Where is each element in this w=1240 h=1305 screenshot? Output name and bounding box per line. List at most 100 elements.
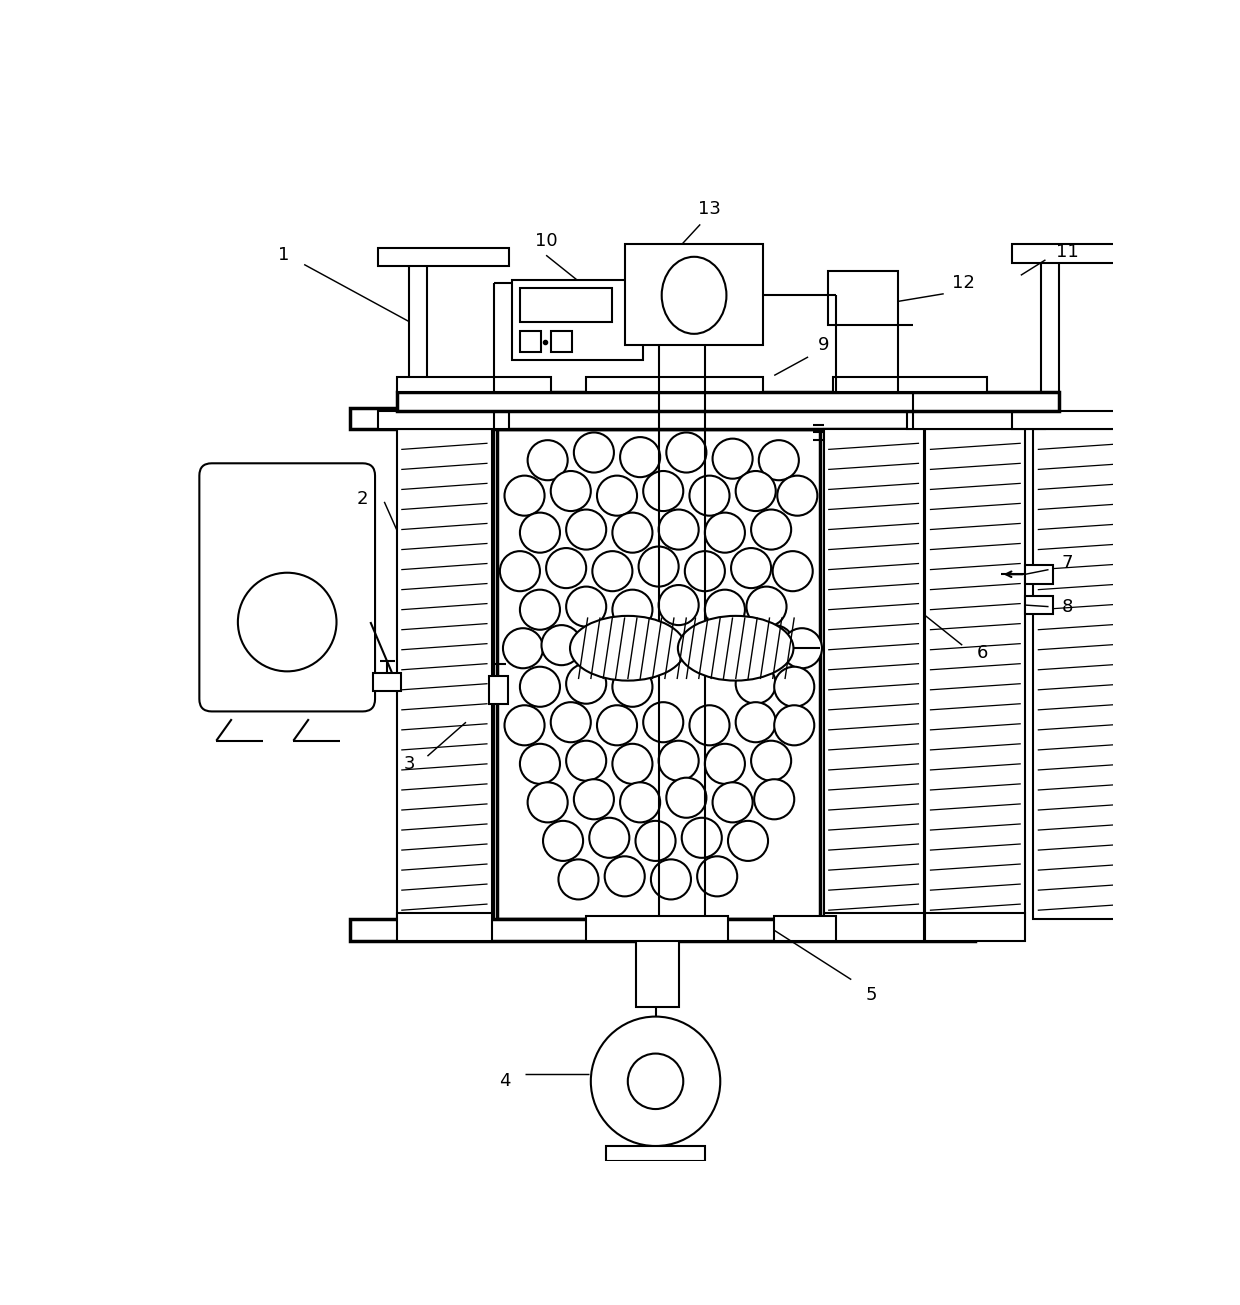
Circle shape <box>754 625 795 666</box>
Circle shape <box>639 547 678 586</box>
Bar <box>774 916 836 941</box>
Bar <box>373 673 402 692</box>
Bar <box>351 407 975 429</box>
Circle shape <box>542 625 582 666</box>
Circle shape <box>759 440 799 480</box>
Text: 6: 6 <box>977 643 988 662</box>
Circle shape <box>774 705 815 745</box>
Circle shape <box>751 741 791 780</box>
Bar <box>833 377 987 393</box>
Bar <box>409 261 428 407</box>
Circle shape <box>732 548 771 589</box>
Circle shape <box>704 513 745 553</box>
Text: 13: 13 <box>698 200 720 218</box>
Bar <box>497 429 821 920</box>
Circle shape <box>644 471 683 512</box>
Circle shape <box>558 860 599 899</box>
Circle shape <box>567 509 606 549</box>
Circle shape <box>735 471 776 512</box>
Circle shape <box>520 513 560 553</box>
Circle shape <box>689 705 729 745</box>
FancyBboxPatch shape <box>200 463 374 711</box>
Ellipse shape <box>678 616 794 681</box>
Text: 9: 9 <box>817 335 830 354</box>
Text: 5: 5 <box>866 987 877 1004</box>
Circle shape <box>746 586 786 626</box>
Circle shape <box>777 475 817 515</box>
Circle shape <box>782 628 822 668</box>
Polygon shape <box>671 1161 704 1186</box>
Bar <box>636 938 678 1007</box>
Bar <box>378 248 510 266</box>
Bar <box>397 377 551 393</box>
Circle shape <box>682 818 722 857</box>
Bar <box>1033 429 1133 920</box>
Bar <box>625 244 764 345</box>
Circle shape <box>713 438 753 479</box>
Circle shape <box>697 856 738 897</box>
Circle shape <box>613 513 652 553</box>
Circle shape <box>520 590 560 630</box>
Circle shape <box>774 667 815 707</box>
Circle shape <box>574 432 614 472</box>
Circle shape <box>773 551 812 591</box>
Bar <box>397 429 492 920</box>
Circle shape <box>651 860 691 899</box>
Bar <box>925 913 1025 941</box>
Circle shape <box>500 551 539 591</box>
Circle shape <box>684 551 725 591</box>
Circle shape <box>644 702 683 743</box>
Circle shape <box>590 1017 720 1146</box>
Bar <box>1012 244 1142 262</box>
Circle shape <box>551 702 590 743</box>
Circle shape <box>505 705 544 745</box>
Circle shape <box>613 744 652 784</box>
Bar <box>823 429 924 920</box>
Circle shape <box>543 821 583 861</box>
Text: 11: 11 <box>1055 243 1079 261</box>
Circle shape <box>505 475 544 515</box>
Polygon shape <box>606 1161 640 1186</box>
Circle shape <box>658 509 698 549</box>
Circle shape <box>238 573 336 671</box>
Circle shape <box>593 551 632 591</box>
Circle shape <box>596 705 637 745</box>
Bar <box>828 270 898 325</box>
Bar <box>378 411 510 429</box>
Text: 7: 7 <box>1061 555 1073 573</box>
Ellipse shape <box>570 616 686 681</box>
Circle shape <box>735 702 776 743</box>
Circle shape <box>751 509 791 549</box>
Text: 10: 10 <box>534 232 558 251</box>
Circle shape <box>620 782 660 822</box>
Bar <box>906 411 1045 429</box>
Circle shape <box>605 856 645 897</box>
Ellipse shape <box>662 257 727 334</box>
Bar <box>520 330 542 352</box>
Bar <box>397 913 492 941</box>
Circle shape <box>666 432 707 472</box>
Bar <box>587 916 728 941</box>
Circle shape <box>503 628 543 668</box>
Circle shape <box>520 744 560 784</box>
Bar <box>551 330 573 352</box>
Bar <box>520 287 613 321</box>
Text: 12: 12 <box>952 274 975 292</box>
Circle shape <box>613 590 652 630</box>
Bar <box>823 913 924 941</box>
Circle shape <box>567 741 606 780</box>
Circle shape <box>713 782 753 822</box>
Bar <box>925 429 1025 920</box>
Circle shape <box>613 667 652 707</box>
Circle shape <box>527 440 568 480</box>
Text: 1: 1 <box>279 247 290 264</box>
Circle shape <box>551 471 590 512</box>
Circle shape <box>635 821 676 861</box>
Bar <box>1012 411 1142 429</box>
Circle shape <box>596 475 637 515</box>
Polygon shape <box>606 1146 704 1161</box>
Text: 2: 2 <box>357 489 368 508</box>
Circle shape <box>704 744 745 784</box>
Circle shape <box>567 586 606 626</box>
Bar <box>489 676 507 703</box>
